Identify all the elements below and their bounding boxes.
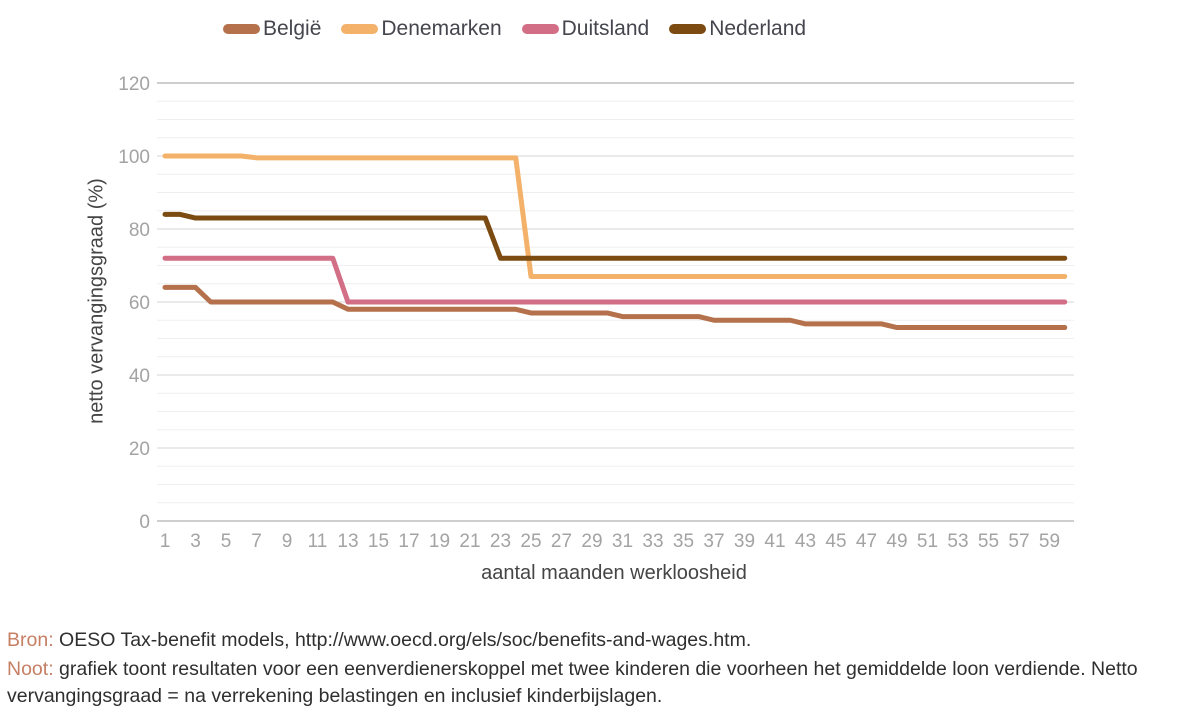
- note-line: Noot: grafiek toont resultaten voor een …: [7, 656, 1159, 710]
- svg-text:21: 21: [459, 531, 480, 552]
- svg-text:53: 53: [947, 531, 968, 552]
- svg-text:19: 19: [429, 531, 450, 552]
- y-axis-title: netto vervangingsgraad (%): [85, 178, 108, 424]
- legend-item-denemarken: Denemarken: [341, 17, 502, 41]
- chart-legend: België Denemarken Duitsland Nederland: [223, 17, 806, 41]
- legend-item-belgie: België: [223, 17, 321, 41]
- svg-text:39: 39: [734, 531, 755, 552]
- svg-text:17: 17: [398, 531, 419, 552]
- svg-text:51: 51: [917, 531, 938, 552]
- svg-text:59: 59: [1039, 531, 1060, 552]
- svg-text:57: 57: [1008, 531, 1029, 552]
- legend-item-duitsland: Duitsland: [521, 17, 650, 41]
- svg-text:55: 55: [978, 531, 999, 552]
- svg-text:5: 5: [221, 531, 232, 552]
- legend-item-nederland: Nederland: [669, 17, 806, 41]
- svg-text:31: 31: [612, 531, 633, 552]
- svg-text:41: 41: [764, 531, 785, 552]
- svg-text:45: 45: [825, 531, 846, 552]
- x-axis-tick-labels: 1 3 5 7 9 11 13 15 17 19 21 23 25 27 29 31 33 35 37 39 41 43 4…: [160, 531, 1060, 552]
- svg-text:60: 60: [129, 293, 150, 314]
- legend-label: Duitsland: [561, 17, 650, 40]
- legend-swatch-duitsland: [521, 24, 559, 34]
- footer-notes: Bron: OESO Tax-benefit models, http://ww…: [7, 627, 1159, 712]
- svg-text:80: 80: [129, 220, 150, 241]
- svg-text:27: 27: [551, 531, 572, 552]
- svg-text:43: 43: [795, 531, 816, 552]
- series-line-belgie: [162, 284, 1068, 331]
- note-text: grafiek toont resultaten voor een eenver…: [7, 658, 1138, 707]
- svg-text:33: 33: [642, 531, 663, 552]
- legend-label: Denemarken: [381, 17, 502, 40]
- svg-text:20: 20: [129, 439, 150, 460]
- note-label: Noot:: [7, 658, 54, 680]
- svg-text:25: 25: [520, 531, 541, 552]
- svg-text:13: 13: [337, 531, 358, 552]
- y-axis-tick-labels: 0 20 40 60 80 100 120: [118, 74, 150, 533]
- svg-text:7: 7: [251, 531, 262, 552]
- svg-text:37: 37: [703, 531, 724, 552]
- legend-label: België: [263, 17, 322, 40]
- legend-swatch-nederland: [669, 24, 707, 34]
- legend-swatch-belgie: [223, 24, 260, 34]
- svg-text:23: 23: [490, 531, 511, 552]
- svg-text:120: 120: [118, 74, 150, 95]
- series-lines: [162, 153, 1068, 331]
- series-line-duitsland: [162, 255, 1068, 305]
- svg-text:1: 1: [160, 531, 171, 552]
- source-label: Bron:: [7, 629, 54, 651]
- chart-area: België Denemarken Duitsland Nederland 0 20 40…: [85, 17, 1074, 584]
- svg-text:3: 3: [190, 531, 201, 552]
- svg-text:9: 9: [282, 531, 293, 552]
- series-line-denemarken: [162, 153, 1068, 279]
- svg-text:40: 40: [129, 366, 150, 387]
- svg-text:0: 0: [139, 512, 150, 533]
- svg-text:11: 11: [308, 531, 328, 552]
- svg-text:47: 47: [856, 531, 877, 552]
- svg-text:29: 29: [581, 531, 602, 552]
- legend-label: Nederland: [709, 17, 807, 40]
- legend-swatch-denemarken: [341, 24, 379, 34]
- x-axis-title: aantal maanden werkloosheid: [481, 562, 747, 584]
- svg-text:49: 49: [886, 531, 907, 552]
- series-line-nederland: [162, 211, 1068, 261]
- svg-text:35: 35: [673, 531, 694, 552]
- gridlines: [157, 82, 1074, 522]
- svg-text:15: 15: [368, 531, 389, 552]
- source-line: Bron: OESO Tax-benefit models, http://ww…: [7, 627, 1159, 654]
- svg-text:100: 100: [118, 147, 150, 168]
- source-text: OESO Tax-benefit models, http://www.oecd…: [53, 629, 752, 651]
